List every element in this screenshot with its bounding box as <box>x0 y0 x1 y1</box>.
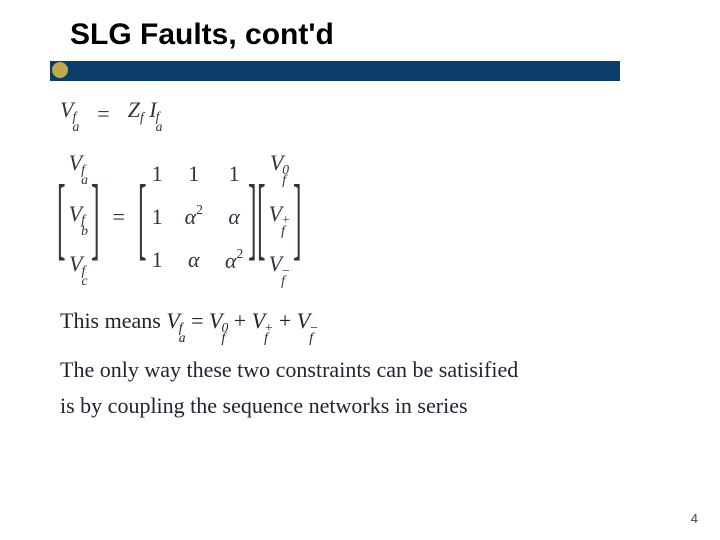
title-underline <box>50 61 620 81</box>
vec-el: V <box>69 150 82 175</box>
inline-lhs-V: V <box>166 308 179 333</box>
this-means-line: This means Vfa = V0f + V+f + V−f <box>60 306 680 343</box>
vec-el: V <box>270 150 283 175</box>
eq1-lhs-sub: a <box>72 122 79 132</box>
lhs-vector: Vfa Vfb Vfc <box>69 146 88 288</box>
vec-sub: a <box>81 175 88 185</box>
conclusion-line-2: is by coupling the sequence networks in … <box>60 391 680 421</box>
slide-body: Vfa = Zf Ifa [ Vfa Vfb Vfc ] = [ 1 1 1 1… <box>60 95 680 421</box>
left-bracket-3: [ <box>257 176 266 259</box>
eq1-Z: Z <box>128 97 140 122</box>
plus-sign: + <box>234 308 252 333</box>
vec-el: V <box>269 201 282 226</box>
equals-sign: = <box>191 308 209 333</box>
plus-sign: + <box>279 308 297 333</box>
mat-cell: α <box>188 245 200 275</box>
matrix-equation: [ Vfa Vfb Vfc ] = [ 1 1 1 1 α2 α 1 α α2 … <box>60 146 680 288</box>
term-sub: f <box>264 333 273 343</box>
vec-sub: c <box>81 276 87 286</box>
inline-sub: a <box>179 333 186 343</box>
mat-cell: 1 <box>152 159 163 189</box>
term-sub: f <box>309 333 318 343</box>
left-bracket-1: [ <box>57 176 66 259</box>
equals-sign: = <box>97 99 109 129</box>
rhs-vector: V0f V+f V−f <box>269 146 291 288</box>
mat-cell: 1 <box>229 159 240 189</box>
page-number: 4 <box>691 511 698 526</box>
mat-cell: α <box>228 202 240 232</box>
vec-sub: f <box>282 175 289 185</box>
eq1-Z-sub: f <box>140 109 144 124</box>
this-means-text: This means <box>60 308 166 333</box>
eq1-lhs-V: V <box>60 97 73 122</box>
mat-cell: 1 <box>188 159 199 189</box>
term-V: V <box>252 308 265 333</box>
slide-title: SLG Faults, cont'd <box>70 18 334 52</box>
right-bracket-3: ] <box>293 176 302 259</box>
right-bracket-2: ] <box>248 176 257 259</box>
term-V: V <box>297 308 310 333</box>
left-bracket-2: [ <box>138 176 147 259</box>
vec-el: V <box>269 251 282 276</box>
eq1-I-sub: a <box>156 122 163 132</box>
conclusion-line-1: The only way these two constraints can b… <box>60 355 680 385</box>
vec-el: V <box>69 251 82 276</box>
title-bullet-dot <box>52 62 68 78</box>
equals-sign: = <box>113 202 125 232</box>
term-V: V <box>209 308 222 333</box>
vec-sub: f <box>281 276 290 286</box>
vec-el: V <box>69 201 82 226</box>
term-sub: f <box>221 333 228 343</box>
vec-sub: b <box>81 226 88 236</box>
right-bracket-1: ] <box>91 176 100 259</box>
A-matrix: 1 1 1 1 α2 α 1 α α2 <box>150 157 246 278</box>
mat-cell: 1 <box>152 202 163 232</box>
mat-cell: 1 <box>152 245 163 275</box>
vec-sub: f <box>281 226 290 236</box>
equation-1: Vfa = Zf Ifa <box>60 95 680 132</box>
